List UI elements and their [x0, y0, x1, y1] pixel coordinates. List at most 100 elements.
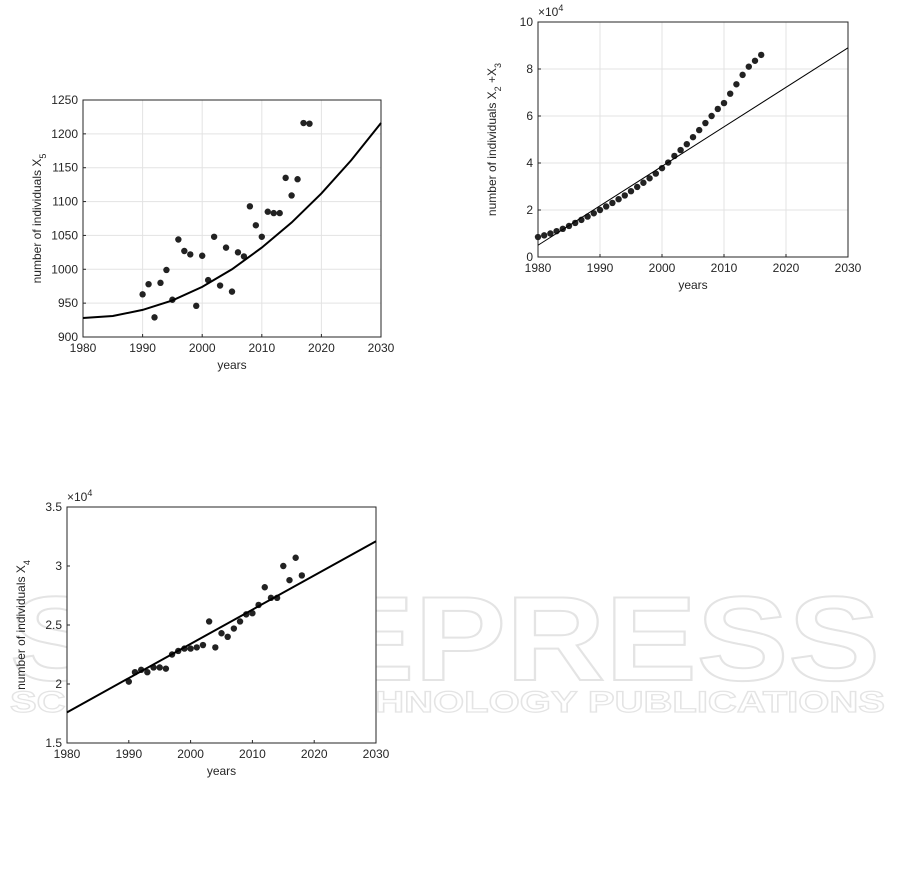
y-tick-label: 1250 [51, 93, 78, 107]
y-axis-label: number of individuals X2 +X3 [485, 63, 503, 216]
fit-line [82, 122, 382, 320]
y-axis-label: number of individuals X4 [14, 560, 32, 690]
data-point [280, 562, 287, 570]
data-point [294, 176, 301, 183]
data-point [658, 164, 666, 172]
data-point [745, 63, 752, 70]
data-point [590, 210, 597, 217]
x-tick-label: 2010 [711, 261, 738, 275]
data-point [175, 236, 182, 243]
x-tick-label: 2000 [177, 747, 204, 761]
plot-area [67, 507, 376, 743]
plot-frame [82, 99, 382, 338]
data-point [212, 644, 219, 651]
fit-line [537, 47, 849, 246]
chart: 1980 1990 2000 2010 2020 2030 900 950 1000 1050 11… [30, 93, 395, 372]
y-tick-label: 950 [58, 296, 78, 310]
x-tick-label: 1990 [587, 261, 614, 275]
data-point [187, 645, 194, 652]
x-tick-label: 1980 [70, 341, 97, 355]
x-tick-label: 2030 [835, 261, 862, 275]
data-point [246, 203, 254, 210]
axis-exponent: ×104 [67, 488, 92, 504]
data-point [596, 206, 604, 214]
x-tick-label: 2010 [239, 747, 266, 761]
data-point [139, 291, 146, 298]
data-point [621, 192, 628, 199]
data-point [696, 126, 703, 134]
y-tick-label: 6 [526, 109, 533, 123]
x-tick-label: 1980 [54, 747, 81, 761]
data-point [702, 119, 709, 127]
data-point [714, 105, 721, 113]
x-tick-label: 2000 [649, 261, 676, 275]
data-point [187, 251, 194, 258]
data-point [627, 188, 635, 195]
data-point [547, 230, 554, 237]
data-point [652, 170, 659, 177]
y-tick-label: 1050 [51, 228, 78, 242]
data-point [584, 213, 591, 220]
data-point [733, 81, 740, 88]
y-axis-label-part: number of individuals X [30, 159, 44, 284]
y-axis-label-part: 4 [22, 560, 32, 565]
y-axis-label-part: number of individuals X [14, 565, 28, 690]
data-point [286, 576, 293, 584]
data-point [264, 208, 271, 215]
data-point [210, 233, 218, 240]
y-axis-label-part: number of individuals X [485, 91, 499, 216]
data-point [572, 219, 579, 227]
data-point [634, 183, 641, 191]
chart: 1980 1990 2000 2010 2020 2030 0 2 4 6 8 10 years numb… [485, 3, 862, 292]
data-point [162, 665, 170, 672]
y-tick-label: 1.5 [45, 736, 62, 750]
x-tick-label: 2010 [248, 341, 275, 355]
data-point [252, 222, 260, 229]
y-tick-label: 4 [526, 156, 533, 170]
data-point [640, 179, 647, 186]
data-point [270, 209, 277, 217]
y-tick-label: 2 [55, 677, 62, 691]
y-axis-label: number of individuals X5 [30, 154, 48, 284]
data-point [199, 641, 207, 649]
data-point [541, 232, 548, 239]
exponent-power: 4 [558, 3, 563, 13]
y-axis-label-part: 3 [493, 63, 503, 68]
x-axis-label: years [678, 278, 707, 292]
y-tick-label: 1100 [52, 195, 78, 209]
data-point [727, 90, 734, 97]
data-point [199, 252, 206, 259]
data-point [708, 112, 715, 120]
x-tick-label: 2000 [189, 341, 216, 355]
data-point [739, 71, 746, 79]
y-tick-label: 0 [526, 250, 533, 264]
data-point [534, 233, 542, 241]
data-point [145, 280, 152, 288]
data-point [261, 584, 268, 591]
exponent-base: ×10 [67, 490, 88, 504]
data-point [163, 266, 170, 274]
fit-line [66, 540, 377, 714]
data-point [193, 644, 200, 651]
x-tick-label: 2030 [363, 747, 390, 761]
data-point [751, 57, 759, 64]
x-tick-label: 2020 [773, 261, 800, 275]
exponent-power: 4 [87, 488, 92, 498]
data-point [228, 288, 236, 295]
x-tick-label: 1990 [115, 747, 142, 761]
y-tick-label: 1000 [51, 262, 78, 276]
exponent-base: ×10 [538, 5, 559, 19]
y-tick-label: 10 [520, 15, 534, 29]
data-point [193, 302, 200, 310]
data-point [222, 244, 230, 251]
data-point [236, 618, 244, 625]
data-point [609, 199, 616, 207]
chart: 1980 1990 2000 2010 2020 2030 1.5 2 2.5 3 3.5 years… [14, 488, 390, 778]
data-point [151, 314, 158, 321]
y-axis-label-part: 2 [493, 86, 503, 91]
y-tick-label: 8 [526, 62, 533, 76]
data-point [298, 572, 306, 579]
x-tick-label: 2030 [368, 341, 395, 355]
plot-frame [66, 506, 377, 744]
